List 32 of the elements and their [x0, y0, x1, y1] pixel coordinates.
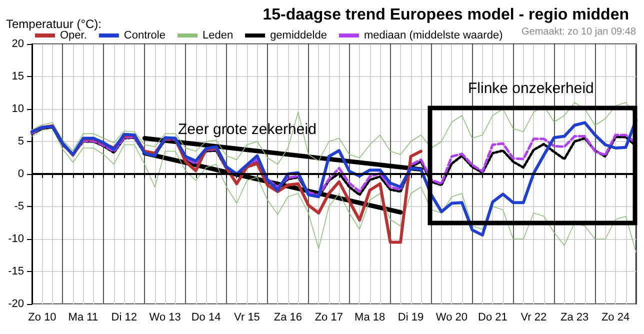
x-tick-label: Zo 17 [314, 312, 343, 324]
x-tick-label: Za 16 [274, 312, 302, 324]
x-tick-label: Do 21 [478, 312, 508, 324]
y-tick-label: 20 [12, 38, 24, 50]
legend-label: Leden [202, 30, 234, 42]
x-tick-label: Di 12 [111, 312, 137, 324]
x-tick-label: Ma 11 [68, 312, 98, 324]
legend-label: mediaan (middelste waarde) [364, 30, 503, 42]
text: Gemaakt: zo 10 jan 09:48 [521, 26, 636, 38]
legend-label: Controle [124, 30, 166, 42]
y-tick-label: 5 [18, 136, 24, 148]
y-tick-label: 10 [12, 103, 24, 115]
x-tick-label: Ma 18 [354, 312, 386, 324]
y-tick-label: -15 [8, 266, 24, 278]
x-tick-label: Do 14 [191, 312, 221, 324]
legend-label: gemiddelde [270, 30, 327, 42]
x-tick-label: Di 19 [398, 312, 424, 324]
x-tick-label: Zo 24 [601, 312, 630, 324]
y-tick-label: 0 [18, 168, 24, 180]
y-tick-label: 15 [12, 70, 24, 82]
x-tick-label: Vr 15 [234, 312, 260, 324]
x-tick-label: Zo 10 [28, 312, 56, 324]
x-tick-label: Wo 13 [149, 312, 181, 324]
x-tick-label: Wo 20 [436, 312, 468, 324]
y-tick-label: -5 [14, 200, 24, 212]
y-tick-label: -10 [8, 233, 24, 245]
chart-title: 15-daagse trend Europees model - regio midden [262, 6, 630, 24]
x-tick-label: Za 23 [560, 312, 589, 324]
legend-label: Oper. [60, 30, 87, 42]
x-tick-label: Vr 22 [520, 312, 547, 324]
y-axis-title: Temperatuur (°C): [6, 17, 102, 31]
y-tick-label: -20 [8, 298, 24, 310]
